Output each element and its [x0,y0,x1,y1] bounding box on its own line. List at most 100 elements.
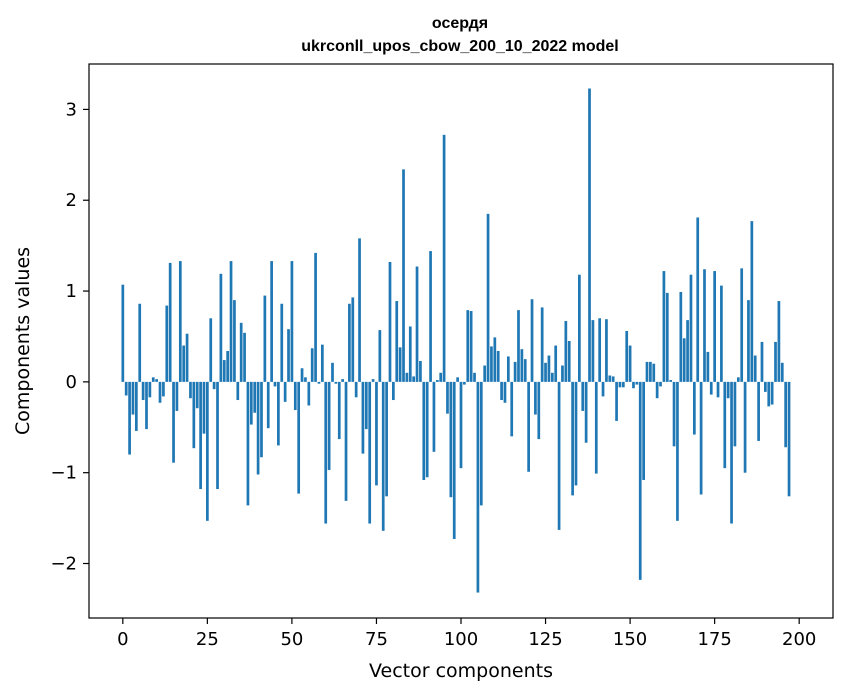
bar-150 [628,345,632,382]
bar-110 [493,337,497,382]
bar-68 [351,297,355,382]
bar-60 [324,381,328,524]
bar-11 [158,381,162,403]
bar-79 [388,261,392,382]
bar-86 [412,376,416,382]
bar-51 [293,381,297,411]
bar-71 [361,381,365,454]
bar-100 [459,381,463,469]
bar-144 [608,375,612,382]
bar-140 [594,381,598,474]
bar-0 [121,284,125,382]
bar-195 [780,362,784,382]
bar-82 [398,347,402,382]
bar-154 [642,381,645,480]
bar-53 [300,368,304,382]
bar-165 [679,291,683,382]
bar-128 [554,345,558,382]
bar-169 [692,381,696,435]
bar-84 [405,372,409,382]
bar-76 [378,330,382,382]
bar-178 [723,381,727,469]
bar-107 [483,365,487,382]
bar-139 [591,320,595,382]
bar-125 [544,362,547,382]
bar-197 [787,381,791,497]
bar-45 [273,381,277,387]
chart-subtitle: ukrconll_upos_cbow_200_10_2022 model [301,38,618,55]
bar-163 [672,381,676,447]
bar-17 [178,261,182,382]
bar-13 [165,305,169,382]
bar-18 [182,345,186,382]
bar-116 [513,361,517,382]
x-tick-label: 0 [117,629,128,650]
bar-147 [618,381,622,388]
bar-34 [236,381,240,401]
bar-43 [266,381,270,429]
x-tick-label: 25 [196,629,219,650]
bar-87 [415,266,419,382]
bar-171 [699,381,703,495]
bar-182 [736,377,740,382]
bar-134 [574,381,578,486]
bar-57 [314,252,317,382]
x-tick-label: 175 [697,629,731,650]
bar-186 [750,221,754,382]
bar-29 [219,273,223,382]
bar-97 [449,381,453,498]
bar-32 [229,261,233,382]
bar-160 [662,271,666,382]
bar-26 [209,318,213,382]
bar-73 [368,381,372,524]
bar-10 [155,379,158,382]
bar-85 [408,326,412,382]
bar-38 [249,381,253,425]
bar-121 [530,299,534,382]
bar-9 [151,377,155,382]
bar-35 [239,322,243,382]
bar-89 [422,381,426,480]
bar-153 [638,381,642,580]
bar-46 [277,381,280,446]
bar-49 [287,329,290,382]
bar-141 [598,318,602,382]
bar-133 [571,381,574,496]
bar-64 [337,381,341,440]
bar-70 [358,238,361,382]
bar-145 [611,376,615,382]
bar-114 [506,356,510,382]
bar-75 [375,381,378,486]
bar-62 [331,362,334,382]
bar-102 [466,310,470,382]
x-tick-label: 200 [782,629,816,650]
x-tick-label: 125 [528,629,562,650]
bar-188 [757,381,760,441]
bar-161 [665,292,669,382]
bar-5 [138,303,142,382]
bar-184 [743,381,747,473]
bar-72 [364,381,368,430]
bar-104 [473,372,476,382]
bar-130 [561,365,564,382]
bar-129 [557,381,561,530]
bar-24 [202,381,206,434]
bar-50 [290,261,294,382]
bar-80 [392,381,395,401]
bar-132 [567,341,571,382]
y-axis-label: Components values [12,247,34,435]
bar-52 [297,381,301,494]
bar-162 [669,380,673,382]
bar-91 [429,251,432,382]
bar-196 [784,381,788,448]
bar-120 [527,381,530,472]
bar-99 [456,377,459,382]
bar-112 [500,381,503,401]
x-tick-label: 50 [280,629,303,650]
bar-25 [206,381,209,521]
bar-170 [696,217,700,382]
bar-180 [730,381,733,524]
bar-187 [753,355,757,382]
bar-42 [263,295,267,382]
